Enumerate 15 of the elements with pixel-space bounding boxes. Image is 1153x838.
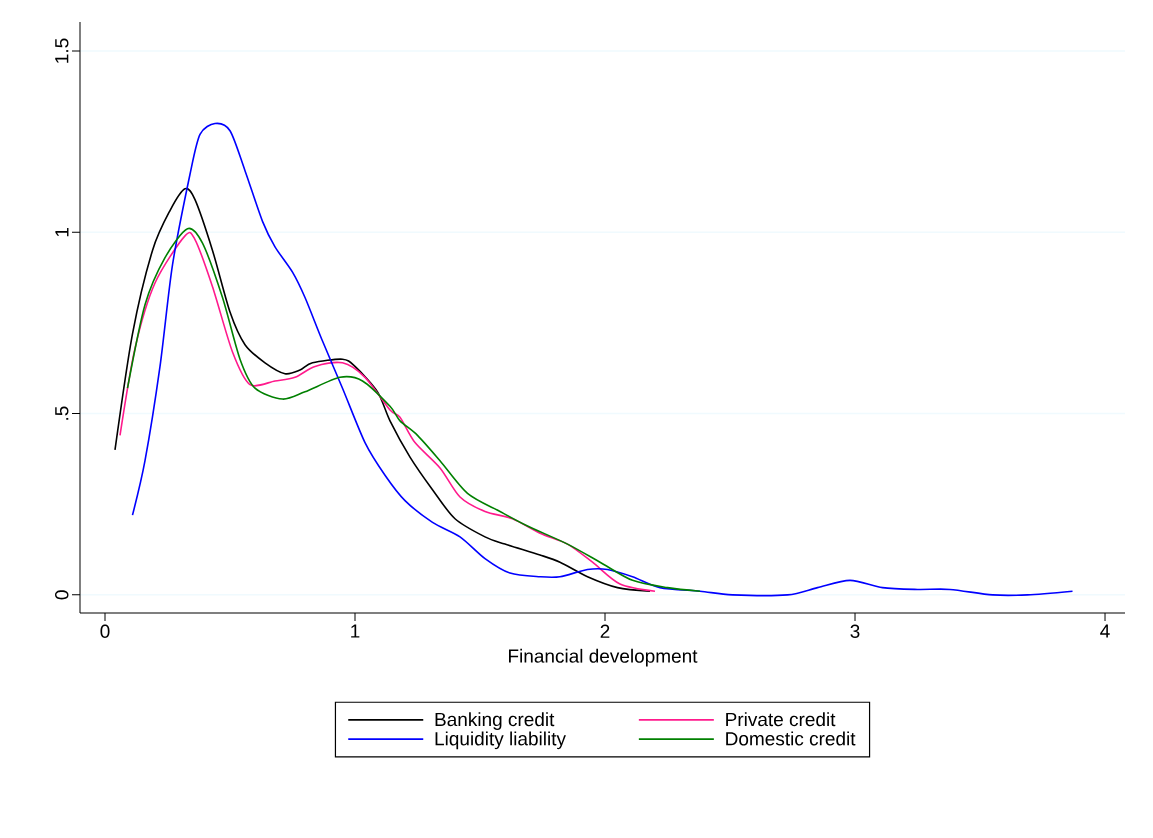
legend-label: Liquidity liability bbox=[435, 731, 566, 750]
x-tick-label: 0 bbox=[100, 624, 110, 638]
x-tick-label: 3 bbox=[850, 624, 860, 638]
x-tick-label: 2 bbox=[600, 624, 610, 638]
line-series bbox=[131, 122, 1074, 597]
legend-label: Private credit bbox=[726, 712, 836, 727]
y-tick-label: 1 bbox=[55, 227, 69, 237]
x-tick-label: 1 bbox=[351, 624, 360, 638]
legend-label: Banking credit bbox=[435, 712, 555, 730]
x-axis-title: Financial development bbox=[509, 648, 698, 667]
y-tick-label: 0 bbox=[55, 590, 69, 600]
x-tick-label: 4 bbox=[1100, 624, 1110, 638]
y-tick-label: 1.5 bbox=[55, 38, 69, 63]
legend-label: Domestic credit bbox=[726, 731, 856, 746]
y-tick-label: .5 bbox=[55, 406, 69, 420]
